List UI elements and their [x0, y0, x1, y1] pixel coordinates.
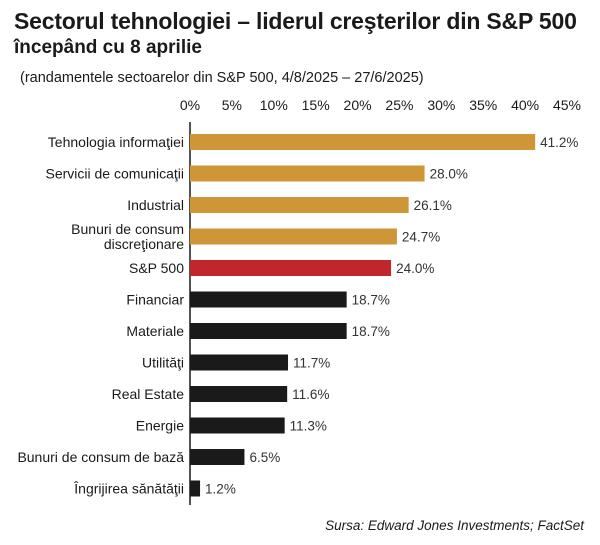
- bar: [190, 260, 392, 276]
- value-label: 24.0%: [396, 261, 434, 276]
- category-label: Materiale: [126, 323, 184, 339]
- bar: [190, 323, 347, 339]
- category-label: Bunuri de consum de bază: [17, 449, 184, 465]
- category-label: Îngrijirea sănătăţii: [73, 481, 184, 497]
- category-label: Bunuri de consum: [71, 221, 184, 237]
- x-tick-label: 40%: [511, 97, 539, 113]
- value-label: 11.7%: [293, 356, 330, 371]
- x-tick-label: 5%: [222, 97, 242, 113]
- bar: [190, 417, 285, 434]
- category-label: Servicii de comunicaţii: [46, 166, 185, 182]
- bar: [190, 291, 347, 308]
- category-label: Financiar: [126, 292, 184, 308]
- bar: [190, 449, 245, 465]
- value-label: 24.7%: [402, 230, 440, 245]
- chart-subtitle: începând cu 8 aprilie: [14, 37, 202, 58]
- category-label: discreţionare: [104, 236, 184, 252]
- bar: [190, 228, 397, 245]
- x-tick-label: 25%: [385, 97, 413, 113]
- value-label: 28.0%: [430, 167, 468, 182]
- source-note: Sursa: Edward Jones Investments; FactSet: [325, 518, 584, 533]
- x-tick-label: 10%: [260, 97, 288, 113]
- value-label: 18.7%: [352, 293, 390, 308]
- x-tick-label: 30%: [427, 97, 455, 113]
- category-label: Utilităţi: [142, 355, 184, 371]
- value-label: 11.3%: [290, 419, 327, 434]
- x-tick-label: 0%: [180, 97, 200, 113]
- category-label: Real Estate: [112, 386, 185, 402]
- chart-note: (randamentele sectoarelor din S&P 500, 4…: [20, 70, 424, 86]
- category-label: Industrial: [127, 197, 184, 213]
- category-label: S&P 500: [129, 260, 184, 276]
- chart-title: Sectorul tehnologiei – liderul creşteril…: [14, 8, 577, 34]
- bar: [190, 134, 536, 150]
- x-tick-label: 35%: [469, 97, 497, 113]
- bar: [190, 354, 289, 371]
- value-label: 18.7%: [352, 324, 390, 339]
- value-label: 26.1%: [414, 198, 452, 213]
- bar: [190, 386, 288, 402]
- category-label: Tehnologia informaţiei: [48, 134, 184, 150]
- value-label: 6.5%: [249, 450, 280, 465]
- category-label: Energie: [136, 418, 184, 434]
- bar: [190, 480, 201, 497]
- x-tick-label: 15%: [302, 97, 330, 113]
- bar: [190, 165, 425, 182]
- x-tick-label: 20%: [344, 97, 372, 113]
- x-tick-label: 45%: [553, 97, 581, 113]
- value-label: 1.2%: [205, 482, 236, 497]
- bar: [190, 197, 409, 213]
- value-label: 11.6%: [292, 387, 329, 402]
- value-label: 41.2%: [540, 135, 578, 150]
